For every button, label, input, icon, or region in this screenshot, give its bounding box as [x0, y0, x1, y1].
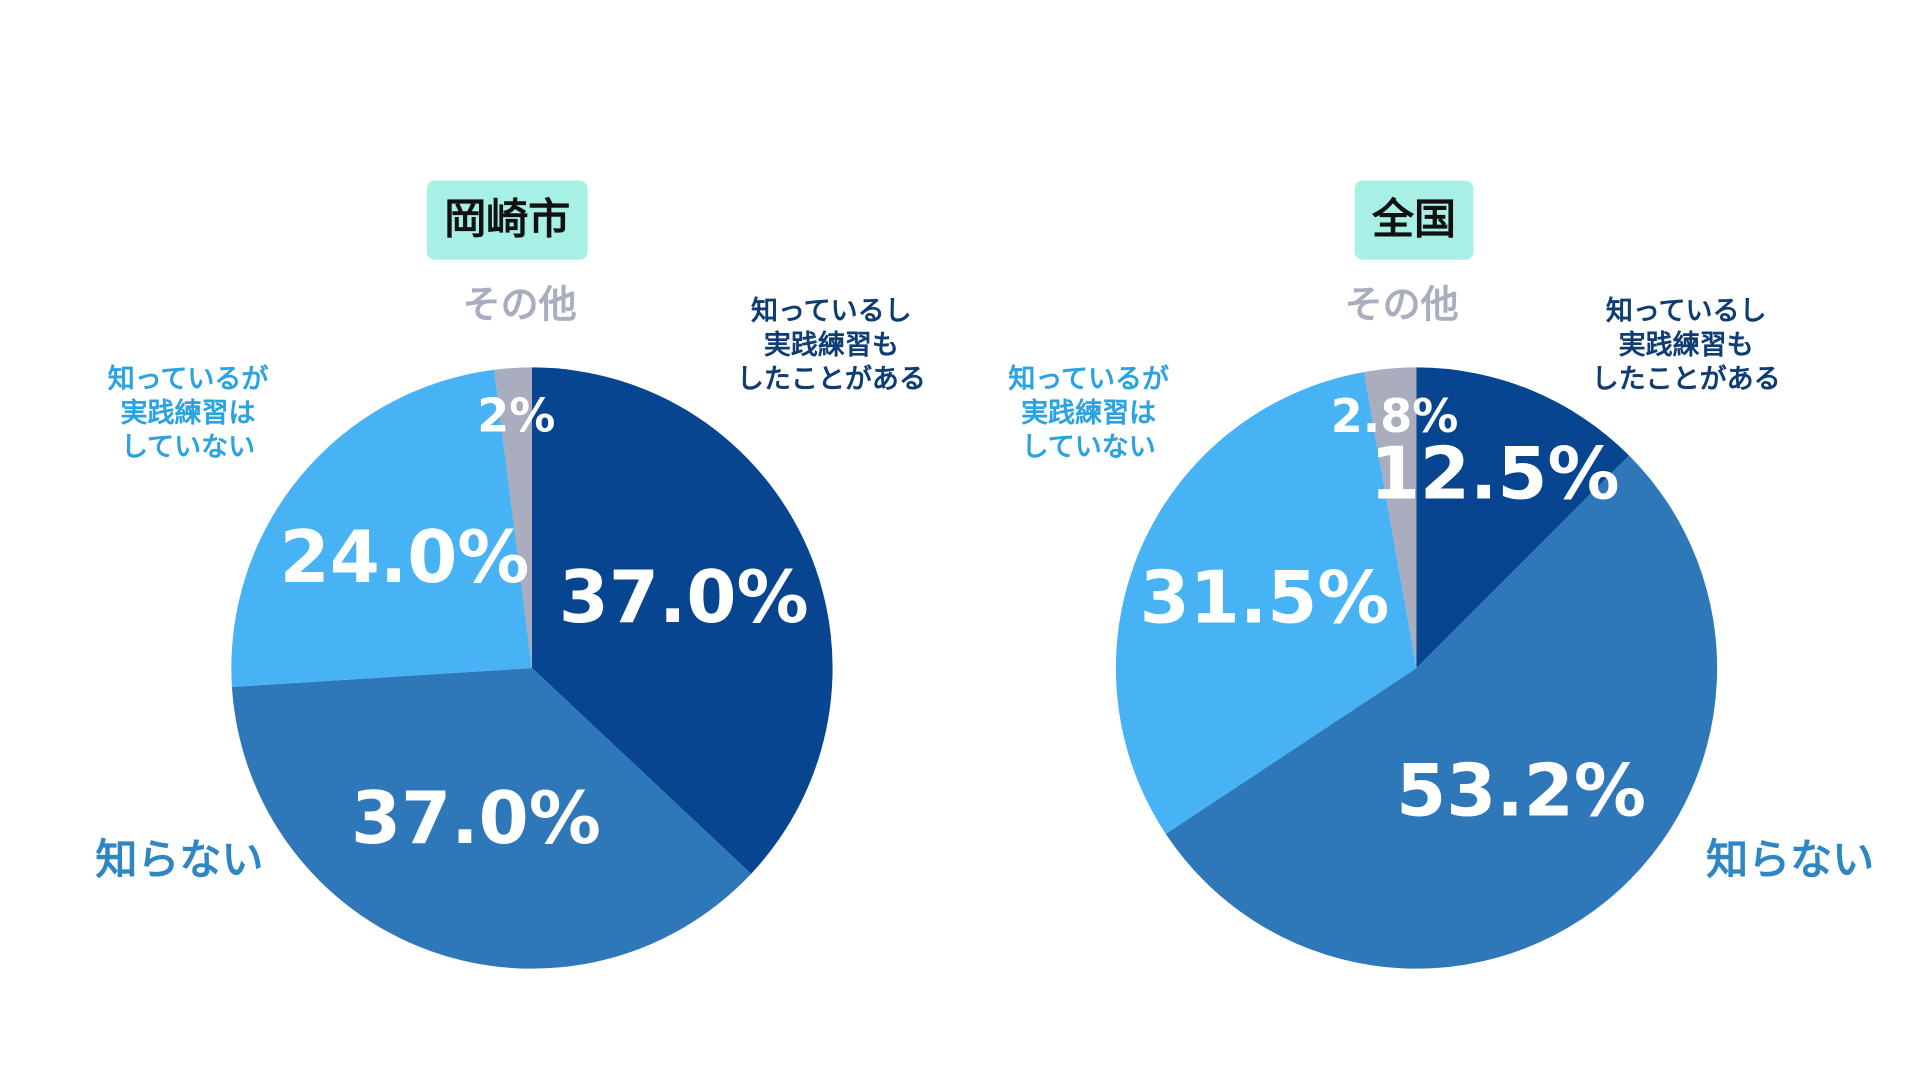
category-label: 実践練習も — [764, 329, 899, 361]
pie-chart: 岡崎市 37.0% 37.0% 24.0% 2% 知っているし実践練習もしたことがある知ら… — [95, 180, 926, 969]
pie-chart: 全国12.5%53.2%31.5%2.8%知っているし実践練習もしたことがある知… — [1008, 180, 1874, 969]
pie-slice — [494, 367, 532, 669]
category-label: していない — [121, 432, 255, 463]
title-box — [426, 180, 588, 260]
category-label: その他 — [1345, 282, 1459, 326]
value-label: 24.0% — [280, 515, 530, 599]
category-label: 実践練習は — [121, 397, 256, 429]
value-label: 53.2% — [1396, 749, 1646, 833]
pie-slice — [231, 668, 752, 969]
category-label: 知らない — [1706, 835, 1874, 884]
value-label: 12.5% — [1370, 432, 1620, 516]
value-label: 37.0% — [559, 555, 809, 639]
pie-slice — [231, 369, 532, 687]
category-label: 知っているし — [1606, 296, 1767, 327]
value-label: 31.5% — [1140, 555, 1390, 639]
category-label: 知っているが — [1008, 363, 1169, 395]
chart-title: 全国 — [1371, 195, 1456, 244]
category-label: していない — [1022, 432, 1156, 463]
pie-slice — [531, 367, 833, 874]
pie-slice — [1363, 367, 1417, 669]
value-label: 2% — [477, 389, 555, 443]
pie-slice — [1115, 372, 1417, 834]
category-label: 知っているし — [751, 296, 912, 327]
pie-slice — [1416, 367, 1630, 669]
category-label: 知らない — [95, 835, 263, 884]
pie-slice — [1165, 455, 1718, 969]
category-label: 実践練習も — [1619, 329, 1754, 361]
category-label: その他 — [463, 282, 577, 326]
category-label: 知っているが — [108, 363, 269, 395]
value-label: 2.8% — [1331, 389, 1459, 443]
value-label: 37.0% — [351, 776, 601, 860]
category-label: したことがある — [737, 363, 926, 395]
title-box — [1354, 180, 1474, 260]
category-label: したことがある — [1592, 363, 1781, 395]
chart-title: 岡崎市 — [444, 195, 570, 244]
category-label: 実践練習は — [1021, 397, 1156, 429]
